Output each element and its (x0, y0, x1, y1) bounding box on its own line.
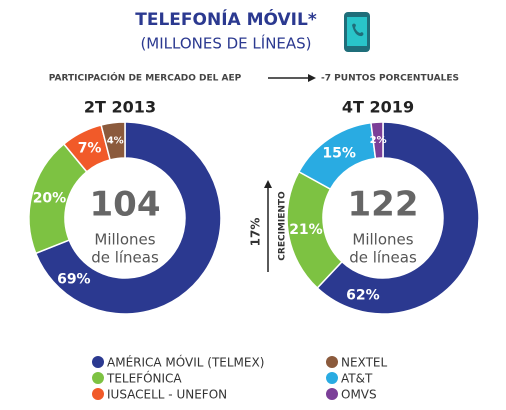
chart-title: 4T 2019 (342, 98, 414, 117)
legend-swatch (326, 388, 338, 400)
donut-segment (34, 121, 222, 315)
legend-label: IUSACELL - UNEFON (107, 388, 227, 402)
legend-label: TELEFÓNICA (106, 371, 182, 386)
value-label: 20% (33, 191, 67, 207)
value-label: 4% (107, 136, 124, 147)
value-label: 2% (370, 135, 387, 146)
donut-segment (316, 121, 480, 315)
legend-swatch (92, 372, 104, 384)
donut-segment (100, 121, 126, 161)
subtitle: (MILLONES DE LÍNEAS) (140, 34, 311, 53)
value-label: 69% (57, 272, 91, 288)
value-label: 7% (78, 141, 102, 157)
left-note: PARTICIPACIÓN DE MERCADO DEL AEP (49, 72, 242, 84)
right-note: -7 PUNTOS PORCENTUALES (321, 74, 459, 84)
legend-swatch (92, 356, 104, 368)
center-label: de líneas (349, 249, 417, 267)
legend-swatch (326, 356, 338, 368)
growth-arrow (264, 180, 272, 272)
title: TELEFONÍA MÓVIL* (135, 8, 317, 30)
legend-label: NEXTEL (341, 356, 387, 370)
center-label: de líneas (91, 249, 159, 267)
value-label: 62% (346, 287, 380, 303)
center-value: 104 (90, 185, 161, 225)
phone-icon (344, 12, 370, 52)
growth-label: CRECIMIENTO (278, 191, 288, 261)
legend-label: AMÉRICA MÓVIL (TELMEX) (107, 355, 264, 370)
value-label: 21% (289, 222, 323, 238)
donut-segment (370, 121, 384, 160)
value-label: 15% (322, 145, 356, 161)
center-value: 122 (348, 185, 419, 225)
growth-value: 17% (249, 218, 263, 247)
legend-swatch (326, 372, 338, 384)
legend-label: AT&T (341, 372, 373, 386)
arrow (268, 74, 316, 82)
legend-swatch (92, 388, 104, 400)
center-label: Millones (94, 231, 155, 249)
chart-title: 2T 2013 (84, 98, 156, 117)
legend-label: OMVS (341, 388, 377, 402)
center-label: Millones (352, 231, 413, 249)
